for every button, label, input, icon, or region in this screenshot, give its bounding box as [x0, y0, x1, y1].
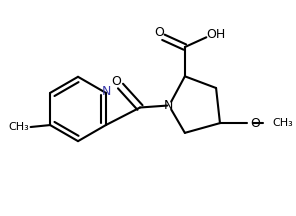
- Text: O: O: [250, 117, 260, 130]
- Text: CH₃: CH₃: [273, 118, 293, 128]
- Text: N: N: [102, 85, 112, 98]
- Text: O: O: [112, 75, 122, 88]
- Text: OH: OH: [206, 28, 226, 41]
- Text: O: O: [155, 26, 165, 39]
- Text: N: N: [164, 99, 173, 112]
- Text: CH₃: CH₃: [8, 122, 29, 132]
